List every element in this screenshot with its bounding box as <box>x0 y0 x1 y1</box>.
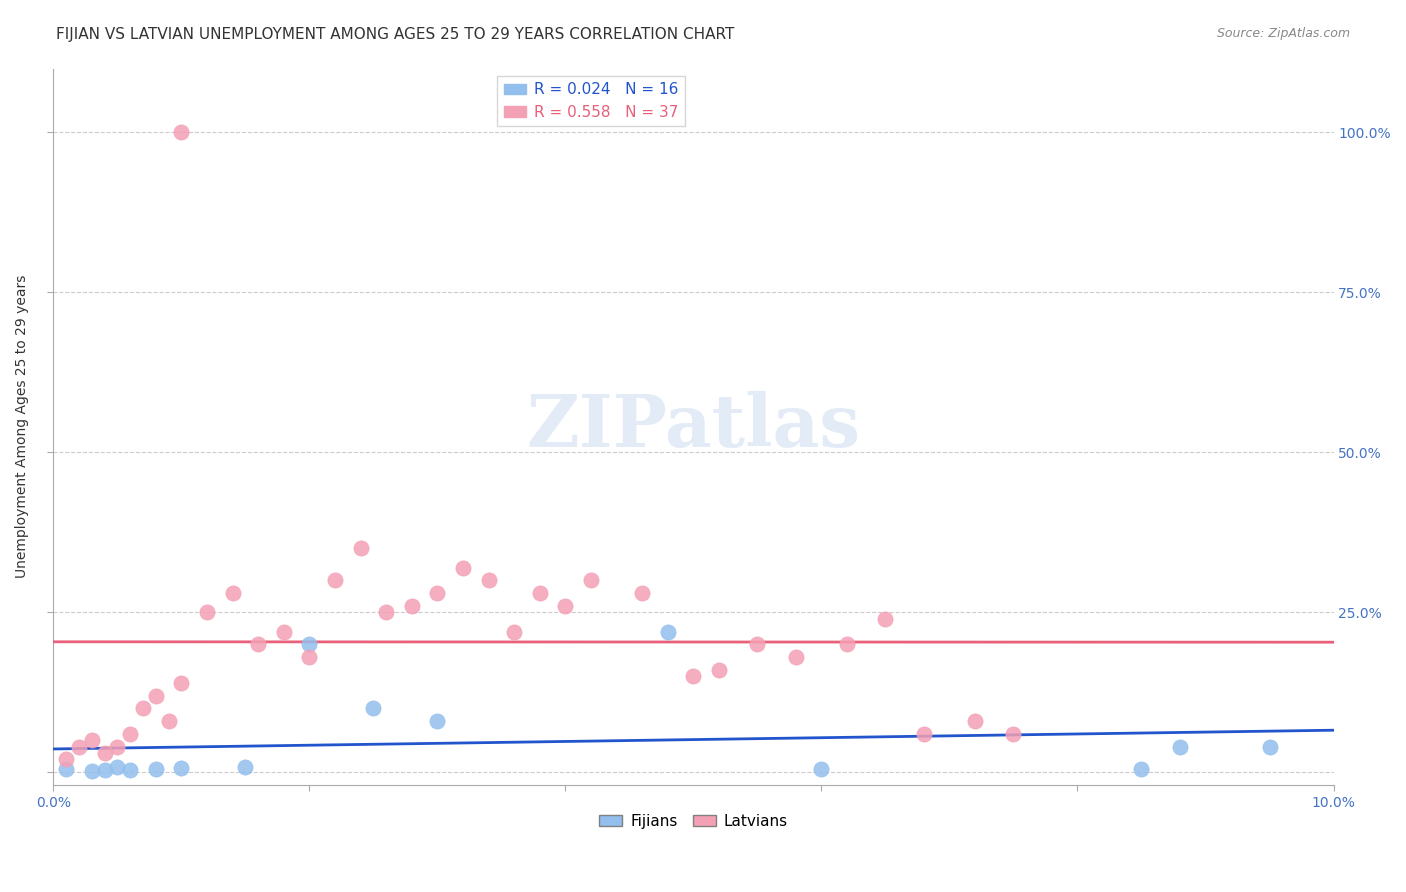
Point <box>145 689 167 703</box>
Y-axis label: Unemployment Among Ages 25 to 29 years: Unemployment Among Ages 25 to 29 years <box>15 275 30 579</box>
Point <box>835 637 858 651</box>
Point <box>682 669 704 683</box>
Point <box>747 637 769 651</box>
Point <box>1002 727 1025 741</box>
Point <box>375 605 398 619</box>
Point <box>785 650 807 665</box>
Point <box>55 752 77 766</box>
Point <box>145 762 167 776</box>
Text: FIJIAN VS LATVIAN UNEMPLOYMENT AMONG AGES 25 TO 29 YEARS CORRELATION CHART: FIJIAN VS LATVIAN UNEMPLOYMENT AMONG AGE… <box>56 27 734 42</box>
Point <box>157 714 180 728</box>
Point <box>67 739 90 754</box>
Point <box>631 586 654 600</box>
Point <box>247 637 270 651</box>
Point <box>875 612 897 626</box>
Point <box>93 746 115 760</box>
Point <box>363 701 385 715</box>
Point <box>503 624 526 639</box>
Point <box>132 701 155 715</box>
Point <box>349 541 371 556</box>
Point <box>120 727 142 741</box>
Point <box>426 586 449 600</box>
Point <box>221 586 243 600</box>
Point <box>657 624 679 639</box>
Point <box>105 760 128 774</box>
Legend: Fijians, Latvians: Fijians, Latvians <box>593 807 793 835</box>
Point <box>170 761 193 775</box>
Point <box>105 739 128 754</box>
Point <box>323 574 346 588</box>
Point <box>55 762 77 776</box>
Point <box>401 599 423 613</box>
Point <box>298 650 321 665</box>
Point <box>579 574 602 588</box>
Point <box>912 727 935 741</box>
Point <box>1258 739 1281 754</box>
Point <box>810 762 832 776</box>
Point <box>93 764 115 778</box>
Point <box>120 763 142 777</box>
Point <box>80 764 103 778</box>
Point <box>529 586 551 600</box>
Point <box>426 714 449 728</box>
Point <box>195 605 218 619</box>
Point <box>1130 762 1153 776</box>
Text: ZIPatlas: ZIPatlas <box>526 392 860 462</box>
Point <box>477 574 499 588</box>
Point <box>170 675 193 690</box>
Point <box>273 624 295 639</box>
Point <box>1168 739 1191 754</box>
Point <box>233 760 256 774</box>
Point <box>451 560 474 574</box>
Point <box>963 714 986 728</box>
Point <box>80 733 103 747</box>
Point <box>554 599 576 613</box>
Point <box>707 663 730 677</box>
Point <box>170 126 193 140</box>
Text: Source: ZipAtlas.com: Source: ZipAtlas.com <box>1216 27 1350 40</box>
Point <box>298 637 321 651</box>
